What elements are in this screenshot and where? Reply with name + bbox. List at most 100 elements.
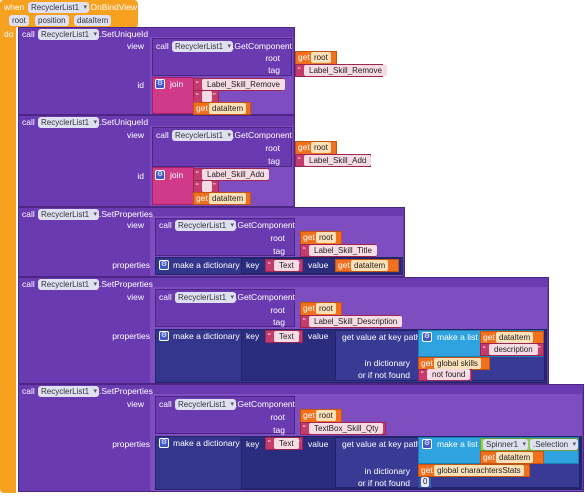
- get-value-label: get value at key path: [342, 439, 421, 449]
- dict-var-pill[interactable]: global charachtersStats: [434, 465, 524, 476]
- dataitem-var-pill[interactable]: dataItem: [209, 103, 247, 114]
- not-found-text[interactable]: not found: [427, 369, 471, 380]
- dict-var-pill[interactable]: global skills: [434, 358, 481, 369]
- dataitem-var-pill[interactable]: dataItem: [496, 452, 534, 463]
- dataitem-var-pill[interactable]: dataItem: [209, 193, 247, 204]
- properties-label: properties: [112, 260, 150, 270]
- view-label: view: [126, 292, 144, 302]
- component-dropdown[interactable]: RecyclerList1: [175, 399, 237, 410]
- get-label: get: [421, 465, 433, 475]
- quote-close: ”: [376, 66, 379, 75]
- tag-text[interactable]: Label_Skill_Title: [309, 245, 377, 256]
- tag-socket-label: tag: [268, 65, 280, 75]
- get-label: get: [483, 452, 495, 462]
- call-label: call: [22, 279, 35, 289]
- quote-open: “: [421, 370, 424, 379]
- quote-close: ”: [297, 439, 300, 448]
- join-text-1-value[interactable]: Label_Skill_Add: [202, 169, 270, 180]
- mutator-gear-icon[interactable]: ⚙: [159, 438, 169, 448]
- call-label: call: [159, 399, 172, 409]
- do-label: do: [4, 29, 14, 39]
- view-label: view: [126, 130, 144, 140]
- tag-text[interactable]: Label_Skill_Description: [309, 316, 403, 327]
- quote-close: ”: [364, 156, 367, 165]
- call-label: call: [159, 292, 172, 302]
- root-var-pill[interactable]: root: [316, 410, 336, 421]
- dataitem-var-pill[interactable]: dataItem: [351, 260, 389, 271]
- quote-close: ”: [297, 261, 300, 270]
- when-label: when: [4, 2, 25, 12]
- call-label: call: [22, 386, 35, 396]
- component-dropdown[interactable]: RecyclerList1: [38, 29, 100, 40]
- component-dropdown[interactable]: RecyclerList1: [38, 386, 100, 397]
- quote-open: “: [268, 332, 271, 341]
- quote-close: ”: [466, 370, 469, 379]
- view-label: view: [126, 399, 144, 409]
- event-param-dataitem[interactable]: dataItem: [74, 15, 112, 26]
- key-text[interactable]: Text: [274, 260, 299, 271]
- event-name-label: .OnBindView: [88, 2, 137, 12]
- key-text[interactable]: Text: [274, 331, 299, 342]
- spinner-dropdown[interactable]: Spinner1: [483, 439, 529, 450]
- get-label: get: [298, 142, 310, 152]
- tag-socket-label: tag: [273, 425, 285, 435]
- root-var-pill[interactable]: root: [311, 52, 331, 63]
- mutator-gear-icon[interactable]: ⚙: [155, 170, 165, 180]
- component-dropdown[interactable]: RecyclerList1: [172, 130, 234, 141]
- get-component-label: .GetComponent: [232, 130, 293, 140]
- method-label: .SetUniqueId: [99, 29, 149, 39]
- list-text[interactable]: description: [489, 344, 538, 355]
- component-dropdown[interactable]: RecyclerList1: [38, 117, 100, 128]
- mutator-gear-icon[interactable]: ⚙: [422, 439, 432, 449]
- root-var-pill[interactable]: root: [311, 142, 331, 153]
- mutator-gear-icon[interactable]: ⚙: [155, 79, 165, 89]
- properties-label: properties: [112, 439, 150, 449]
- mutator-gear-icon[interactable]: ⚙: [422, 332, 432, 342]
- quote-open: “: [303, 317, 306, 326]
- get-label: get: [303, 410, 315, 420]
- value-label: value: [308, 260, 329, 270]
- tag-text[interactable]: Label_Skill_Add: [304, 155, 372, 166]
- component-dropdown[interactable]: RecyclerList1: [175, 220, 237, 231]
- quote-close: ”: [394, 317, 397, 326]
- component-dropdown[interactable]: RecyclerList1: [175, 292, 237, 303]
- key-label: key: [246, 260, 260, 270]
- join-text-1-value[interactable]: Label_Skill_Remove: [202, 79, 285, 90]
- mutator-gear-icon[interactable]: ⚙: [159, 260, 169, 270]
- quote-open: “: [268, 261, 271, 270]
- quote-close: ”: [213, 182, 216, 191]
- event-param-root[interactable]: root: [9, 15, 29, 26]
- method-label: .SetProperties: [99, 279, 153, 289]
- tag-socket-label: tag: [273, 317, 285, 327]
- component-dropdown[interactable]: RecyclerList1: [38, 279, 100, 290]
- quote-open: “: [298, 156, 301, 165]
- quote-close: ”: [538, 345, 541, 354]
- number-value[interactable]: 0: [421, 477, 430, 487]
- root-var-pill[interactable]: root: [316, 232, 336, 243]
- event-param-position[interactable]: position: [35, 15, 69, 26]
- tag-text[interactable]: TextBox_Skill_Qty: [309, 423, 384, 434]
- dataitem-var-pill[interactable]: dataItem: [496, 332, 534, 343]
- key-text[interactable]: Text: [274, 438, 299, 449]
- selection-dropdown[interactable]: .Selection: [530, 439, 579, 450]
- event-component-dropdown[interactable]: RecyclerList1: [28, 2, 90, 13]
- root-var-pill[interactable]: root: [316, 303, 336, 314]
- get-component-label: .GetComponent: [235, 220, 296, 230]
- join-text-2-value[interactable]: [202, 91, 212, 102]
- get-label: get: [338, 260, 350, 270]
- component-dropdown[interactable]: RecyclerList1: [38, 209, 100, 220]
- make-dictionary-label: make a dictionary: [173, 260, 240, 270]
- quote-open: “: [196, 92, 199, 101]
- view-label: view: [126, 220, 144, 230]
- mutator-gear-icon[interactable]: ⚙: [159, 331, 169, 341]
- get-label: get: [483, 332, 495, 342]
- root-socket-label: root: [270, 305, 285, 315]
- quote-open: “: [196, 170, 199, 179]
- properties-label: properties: [112, 331, 150, 341]
- make-list-label: make a list: [437, 332, 478, 342]
- component-dropdown[interactable]: RecyclerList1: [172, 41, 234, 52]
- join-text-2-value[interactable]: [202, 181, 212, 192]
- get-component-label: .GetComponent: [235, 292, 296, 302]
- tag-text[interactable]: Label_Skill_Remove: [304, 65, 387, 76]
- get-value-label: get value at key path: [342, 332, 421, 342]
